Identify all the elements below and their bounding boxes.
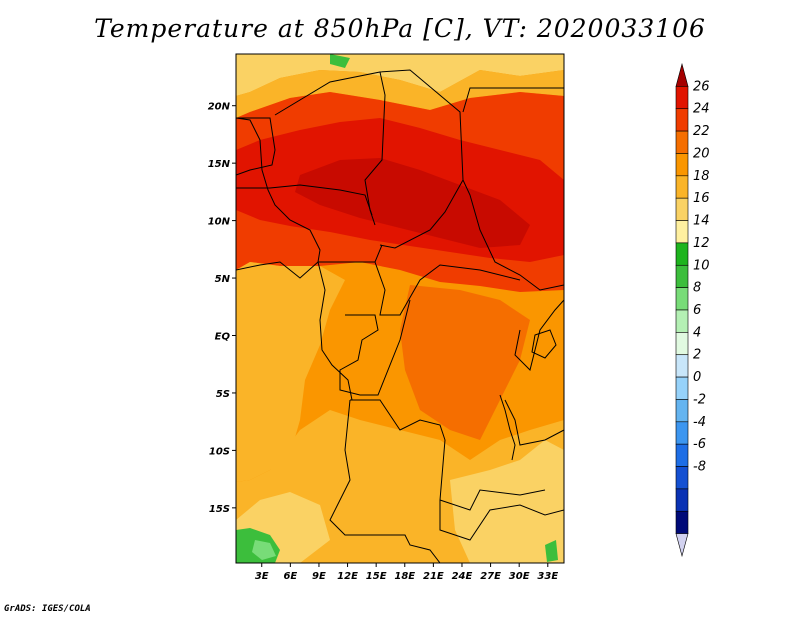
colorbar-swatch — [675, 130, 689, 154]
lon-label: 33E — [537, 571, 558, 582]
lat-label: 10N — [208, 217, 231, 228]
lat-label: 15N — [208, 159, 231, 170]
colorbar-swatch — [675, 220, 689, 244]
colorbar-label: 22 — [693, 124, 710, 139]
grads-credit: GrADS: IGES/COLA — [4, 604, 91, 614]
field-highlands-cool-east — [450, 440, 564, 563]
lon-label: 30E — [509, 571, 530, 582]
lat-label: EQ — [215, 332, 231, 343]
lon-label: 6E — [283, 571, 297, 582]
field-green-north — [330, 54, 350, 68]
lat-label: 10S — [209, 446, 230, 457]
colorbar-swatch — [675, 376, 689, 400]
colorbar-label: 26 — [693, 79, 710, 94]
colorbar-swatch — [675, 510, 689, 534]
lake-tanganyika — [499, 394, 516, 461]
colorbar-label: 4 — [693, 325, 701, 340]
colorbar-label: 2 — [693, 348, 701, 363]
colorbar-swatch — [675, 533, 689, 558]
axis-ticks: 20N 15N 10N 5N EQ 5S 10S 15S 3E 6E 9E 12E 15E 18E 21E 2… — [208, 102, 559, 582]
colorbar-swatch — [675, 242, 689, 266]
lat-label: 15S — [209, 504, 230, 515]
colorbar-label: 12 — [693, 236, 710, 251]
colorbar-swatch — [675, 421, 689, 445]
temperature-field — [236, 54, 564, 563]
colorbar-swatch — [675, 399, 689, 423]
map-title: Temperature at 850hPa [C], VT: 202003310… — [94, 14, 706, 43]
colorbar-swatch — [675, 332, 689, 356]
colorbar-swatch — [675, 488, 689, 512]
colorbar-swatch — [675, 62, 689, 87]
field-core-hot — [295, 158, 530, 248]
lon-label: 18E — [394, 571, 415, 582]
colorbar-swatch — [675, 309, 689, 333]
lake-victoria — [531, 329, 557, 359]
lon-label: 21E — [423, 571, 444, 582]
colorbar-swatch — [675, 264, 689, 288]
lon-label: 15E — [366, 571, 387, 582]
lon-label: 3E — [255, 571, 269, 582]
colorbar-swatch — [675, 108, 689, 132]
colorbar-label: 16 — [693, 191, 710, 206]
colorbar-label: 24 — [693, 102, 710, 117]
field-coast-west — [236, 262, 345, 482]
coastline — [236, 117, 353, 401]
colorbar-label: -8 — [693, 460, 706, 475]
colorbar-swatch — [675, 175, 689, 199]
lon-label: 24E — [452, 571, 473, 582]
colorbar-label: 18 — [693, 169, 710, 184]
colorbar-label: -4 — [693, 415, 706, 430]
colorbar-label: 20 — [693, 146, 710, 161]
colorbar-label: -6 — [693, 437, 706, 452]
colorbar-swatch — [675, 197, 689, 221]
colorbar-swatch — [675, 287, 689, 311]
colorbar-label: -2 — [693, 392, 706, 407]
field-green-sw-light — [252, 540, 276, 560]
lat-label: 5S — [216, 389, 230, 400]
colorbar-swatch — [675, 443, 689, 467]
colorbar-label: 6 — [693, 303, 701, 318]
colorbar-swatch — [675, 466, 689, 490]
colorbar-label: 0 — [693, 370, 701, 385]
lon-label: 12E — [337, 571, 358, 582]
field-sahara-north — [236, 54, 564, 96]
colorbar-label: 14 — [693, 214, 710, 229]
colorbar-swatch — [675, 153, 689, 177]
colorbar-swatch — [675, 354, 689, 378]
lon-label: 9E — [312, 571, 326, 582]
colorbar-swatch — [675, 86, 689, 110]
boundaries — [236, 69, 564, 563]
colorbar-label: 10 — [693, 258, 710, 273]
field-sahara-mild — [236, 70, 564, 118]
lat-label: 20N — [208, 102, 231, 113]
colorbar-label: 8 — [693, 281, 701, 296]
lon-label: 27E — [480, 571, 501, 582]
field-green-east — [545, 540, 558, 562]
plot-frame — [235, 53, 565, 564]
field-congo-warm — [400, 285, 530, 440]
lat-label: 5N — [215, 274, 231, 285]
